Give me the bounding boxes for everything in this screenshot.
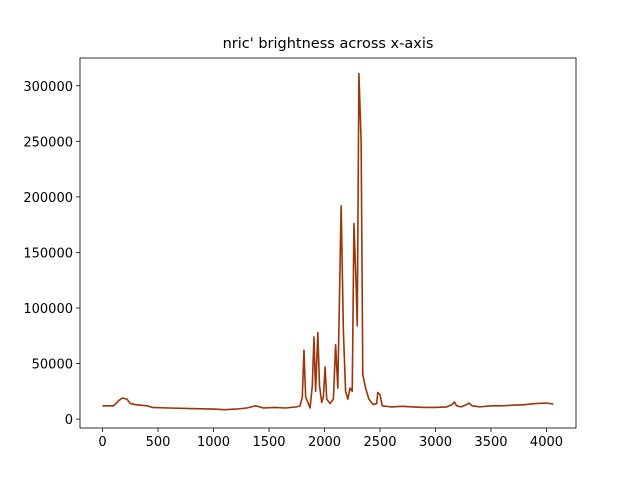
chart-title: nric' brightness across x-axis	[223, 36, 434, 52]
x-tick-label: 1000	[197, 435, 230, 450]
x-tick-label: 2000	[308, 435, 341, 450]
y-tick-label: 0	[65, 413, 73, 428]
x-tick-label: 2500	[363, 435, 396, 450]
data-line	[102, 72, 554, 411]
y-tick-label: 100000	[23, 302, 73, 317]
y-tick-label: 250000	[23, 135, 73, 150]
x-tick-label: 3000	[419, 435, 452, 450]
y-tick-label: 200000	[23, 191, 73, 206]
y-tick-label: 50000	[32, 358, 73, 373]
x-tick-label: 500	[146, 435, 171, 450]
x-tick-label: 1500	[252, 435, 285, 450]
x-tick-label: 0	[98, 435, 106, 450]
x-tick-label: 4000	[530, 435, 563, 450]
plot-frame	[79, 57, 577, 429]
y-tick-label: 150000	[23, 246, 73, 261]
y-tick-label: 300000	[23, 80, 73, 95]
x-tick-label: 3500	[474, 435, 507, 450]
